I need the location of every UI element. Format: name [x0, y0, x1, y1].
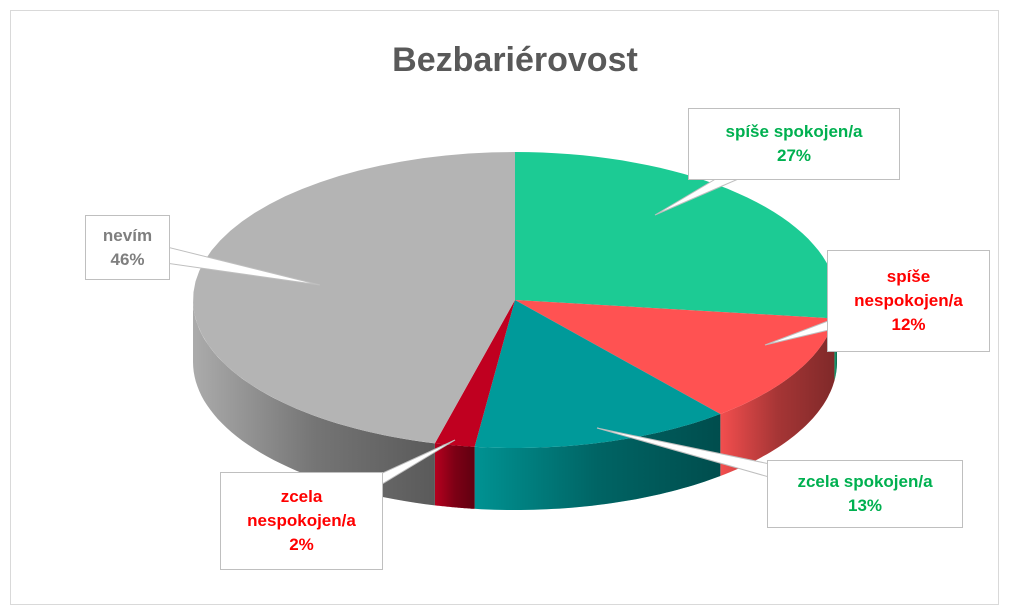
data-label-value: 46%	[110, 249, 145, 269]
slice	[515, 300, 835, 414]
data-label: zcela spokojen/a 13%	[767, 460, 963, 528]
pie-sides	[193, 300, 837, 510]
data-label-name: zcela nespokojen/a	[247, 487, 356, 530]
data-label-value: 13%	[847, 496, 883, 515]
data-label-value: 2%	[289, 535, 314, 554]
slice	[474, 300, 721, 448]
data-label-name: spíše nespokojen/a	[854, 267, 963, 310]
data-label-value: 27%	[776, 146, 812, 165]
data-label-value: 12%	[891, 315, 926, 334]
data-label: spíše nespokojen/a 12%	[827, 250, 990, 352]
slice-side-shade	[434, 443, 475, 509]
data-label-name: nevím	[102, 225, 153, 245]
slice	[193, 152, 515, 444]
slice	[434, 300, 515, 447]
chart-title: Bezbariérovost	[392, 41, 638, 79]
data-label: nevím 46%	[85, 215, 170, 280]
data-label-name: spíše spokojen/a	[725, 122, 863, 141]
data-label: zcela nespokojen/a 2%	[220, 472, 383, 570]
data-label-name: zcela spokojen/a	[797, 472, 933, 491]
slice-side-shade	[720, 318, 835, 476]
slice	[515, 152, 837, 319]
data-label: spíše spokojen/a 27%	[688, 108, 900, 180]
slice-side-shade	[474, 414, 721, 510]
slice-side-shade	[193, 300, 435, 506]
